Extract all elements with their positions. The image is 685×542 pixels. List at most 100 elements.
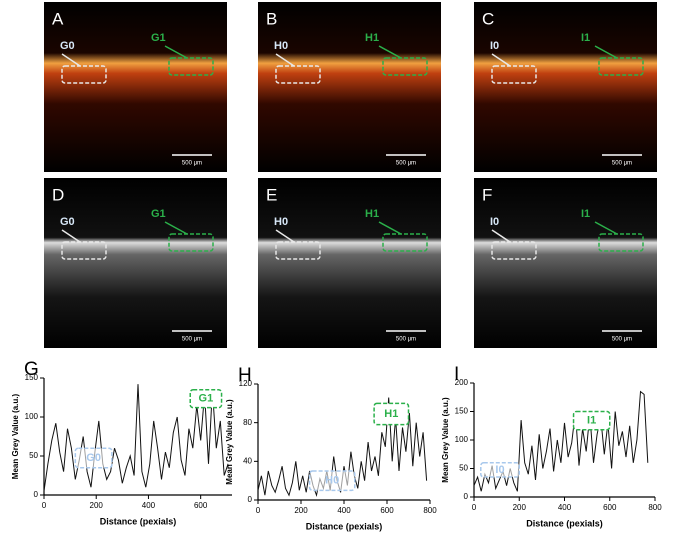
roi-box [168,233,214,252]
roi-label: G0 [60,216,75,228]
y-tick-label: 100 [25,412,39,421]
roi-label: I1 [581,32,590,44]
roi-label: I0 [490,216,499,228]
roi-arrow [164,45,188,59]
x-tick-label: 400 [558,503,572,512]
roi-arrow [594,45,618,59]
x-tick-label: 800 [423,506,437,515]
roi-box [168,57,214,76]
scale-label: 500 μm [612,337,632,343]
annotation-label: G1 [199,393,214,405]
scale-label: 500 μm [182,337,202,343]
roi-label: G1 [151,32,166,44]
annotation-label: I0 [495,464,504,476]
roi-arrow [61,53,81,67]
panel-letter: E [266,185,277,204]
roi-label: H1 [365,32,379,44]
y-tick-label: 0 [248,495,253,504]
y-tick-label: 50 [459,464,468,473]
oct-image [258,178,441,348]
y-tick-label: 100 [455,435,469,444]
x-tick-label: 200 [513,503,527,512]
y-axis-label: Mean Grey Value (a.u.) [225,399,234,485]
x-tick-label: 200 [294,506,308,515]
annotation-label: I1 [587,415,596,427]
roi-label: H1 [365,208,379,220]
scale-label: 500 μm [182,161,202,167]
y-tick-label: 150 [455,407,469,416]
annotation-box [480,462,521,478]
x-tick-label: 0 [472,503,477,512]
roi-arrow [378,221,402,235]
roi-arrow [491,53,511,67]
x-tick-label: 600 [603,503,617,512]
annotation-label: H1 [384,408,398,420]
y-tick-label: 40 [243,456,252,465]
roi-box [491,65,537,84]
panel-letter: C [482,9,494,28]
roi-box [275,65,321,84]
chart-title: I [454,364,459,385]
x-tick-label: 600 [380,506,394,515]
annotation-box [189,388,223,409]
x-tick-label: 600 [194,501,208,510]
roi-label: G0 [60,40,75,52]
roi-label: I0 [490,40,499,52]
annotation-label: G0 [86,452,101,464]
roi-arrow [275,229,295,243]
oct-image [44,178,227,348]
y-tick-label: 120 [239,379,253,388]
panel-letter: D [52,185,64,204]
scale-label: 500 μm [396,161,416,167]
data-line [43,384,229,492]
panel-letter: B [266,9,277,28]
chart-title: G [24,359,39,380]
annotation-box [572,410,611,431]
x-tick-label: 800 [648,503,662,512]
x-tick-label: 0 [256,506,261,515]
x-tick-label: 400 [142,501,156,510]
chart-title: H [238,365,252,386]
roi-box [275,241,321,260]
roi-label: H0 [274,216,288,228]
annotation-box [74,447,113,469]
x-tick-label: 0 [42,501,47,510]
y-axis-label: Mean Grey Value (a.u.) [441,397,450,483]
oct-image [44,2,227,172]
x-axis-label: Distance (pexials) [100,516,177,526]
y-tick-label: 0 [464,492,469,501]
x-tick-label: 200 [90,501,104,510]
roi-box [61,241,107,260]
x-axis-label: Distance (pexials) [306,521,383,531]
annotation-box [373,402,410,426]
roi-label: I1 [581,208,590,220]
y-axis-label: Mean Grey Value (a.u.) [11,393,20,479]
annotation-box [308,470,356,492]
roi-arrow [61,229,81,243]
panel-letter: A [52,9,64,28]
roi-arrow [491,229,511,243]
roi-label: G1 [151,208,166,220]
scale-label: 500 μm [396,337,416,343]
oct-image [474,2,657,172]
roi-box [382,233,428,252]
x-tick-label: 400 [337,506,351,515]
roi-label: H0 [274,40,288,52]
y-tick-label: 200 [455,378,469,387]
roi-box [491,241,537,260]
oct-image [258,2,441,172]
roi-arrow [594,221,618,235]
roi-box [382,57,428,76]
scale-label: 500 μm [612,161,632,167]
y-tick-label: 0 [34,490,39,499]
y-tick-label: 50 [29,451,38,460]
roi-box [598,233,644,252]
y-tick-label: 150 [25,373,39,382]
roi-box [598,57,644,76]
roi-arrow [275,53,295,67]
annotation-label: H0 [325,475,339,487]
y-tick-label: 80 [243,418,252,427]
roi-arrow [378,45,402,59]
roi-box [61,65,107,84]
